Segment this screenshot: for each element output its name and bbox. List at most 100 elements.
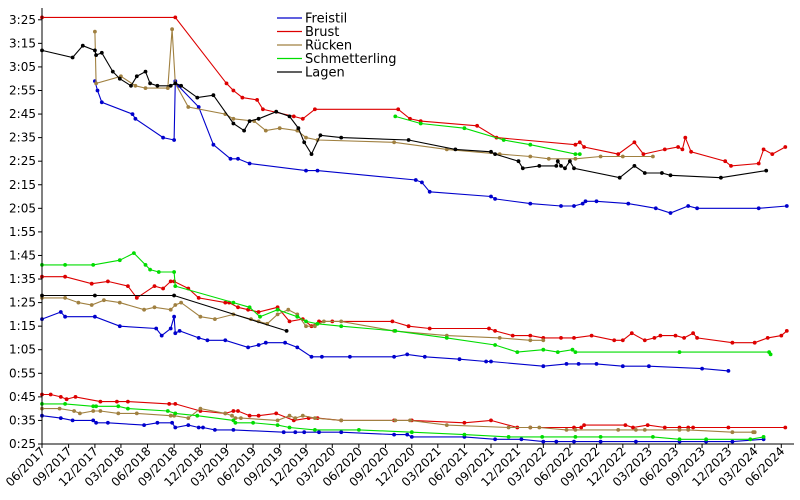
- data-point: [453, 147, 458, 152]
- data-point: [63, 402, 67, 406]
- data-point: [620, 154, 625, 159]
- data-point: [168, 83, 173, 88]
- y-tick-label: 1:05: [9, 343, 36, 357]
- data-point: [142, 423, 147, 427]
- data-point: [275, 418, 280, 423]
- data-point: [620, 364, 625, 369]
- data-point: [642, 428, 647, 432]
- data-point: [179, 300, 184, 305]
- data-point: [142, 307, 147, 312]
- data-point: [484, 359, 488, 364]
- data-point: [662, 147, 667, 152]
- data-point: [256, 413, 261, 418]
- data-point: [152, 284, 157, 288]
- data-point: [94, 53, 98, 57]
- data-point: [168, 307, 173, 312]
- data-point: [660, 171, 664, 175]
- legend-item-lagen: Lagen: [277, 66, 345, 81]
- data-point: [528, 154, 533, 159]
- data-point: [719, 175, 723, 180]
- data-point: [94, 420, 98, 425]
- data-point: [594, 362, 599, 366]
- data-point: [98, 399, 103, 404]
- y-tick-label: 0:35: [9, 413, 36, 427]
- data-point: [89, 303, 94, 307]
- data-point: [541, 338, 546, 343]
- data-point: [93, 293, 97, 298]
- data-point: [620, 338, 625, 343]
- data-point: [304, 135, 308, 140]
- data-point: [246, 345, 251, 350]
- data-point: [159, 333, 164, 338]
- data-point: [295, 314, 300, 319]
- data-point: [580, 201, 585, 206]
- data-point: [559, 204, 563, 208]
- data-point: [155, 83, 160, 88]
- data-point: [313, 324, 317, 329]
- data-point: [173, 303, 178, 307]
- y-tick-label: 2:55: [9, 83, 36, 97]
- data-point: [392, 432, 396, 437]
- legend-item-r-cken: Rücken: [277, 39, 352, 54]
- data-point: [143, 69, 148, 74]
- data-point: [315, 168, 320, 173]
- data-point: [236, 156, 240, 161]
- data-point: [231, 409, 236, 413]
- data-point: [444, 336, 449, 340]
- y-tick-label: 3:15: [9, 36, 36, 50]
- y-tick-label: 1:15: [9, 319, 36, 333]
- data-point: [94, 404, 98, 409]
- data-point: [506, 425, 511, 430]
- data-point: [405, 432, 410, 437]
- data-point: [275, 307, 280, 312]
- data-point: [642, 171, 647, 175]
- y-tick-label: 0:55: [9, 366, 36, 380]
- data-point: [309, 152, 314, 157]
- data-point: [247, 413, 252, 418]
- data-point: [116, 404, 121, 409]
- data-point: [239, 416, 243, 420]
- data-point: [764, 168, 769, 173]
- data-point: [541, 347, 546, 352]
- data-point: [132, 251, 136, 256]
- data-point: [752, 340, 757, 345]
- data-point: [274, 411, 279, 416]
- data-point: [223, 338, 228, 343]
- data-point: [242, 128, 247, 133]
- data-point: [616, 152, 621, 157]
- data-point: [213, 428, 217, 432]
- data-point: [99, 50, 104, 55]
- data-point: [196, 296, 201, 300]
- series-lagen: [40, 43, 769, 333]
- data-point: [598, 154, 603, 159]
- data-point: [520, 166, 525, 171]
- data-point: [686, 204, 691, 208]
- data-point: [63, 314, 67, 319]
- data-point: [302, 140, 307, 145]
- data-point: [422, 354, 427, 359]
- data-point: [129, 83, 133, 88]
- data-point: [173, 15, 178, 20]
- data-point: [165, 86, 170, 90]
- data-point: [501, 138, 506, 142]
- data-point: [783, 425, 788, 430]
- data-point: [493, 437, 497, 442]
- data-point: [224, 81, 229, 86]
- y-tick-label: 3:25: [9, 13, 36, 27]
- data-point: [695, 206, 699, 211]
- data-point: [126, 284, 130, 288]
- series-schmetterling: [40, 114, 773, 442]
- data-point: [726, 369, 731, 373]
- y-tick-label: 0:25: [9, 437, 36, 451]
- data-point: [573, 428, 578, 432]
- data-point: [668, 173, 673, 178]
- data-point: [277, 126, 282, 131]
- data-point: [196, 105, 201, 109]
- data-point: [172, 138, 177, 142]
- y-tick-label: 3:05: [9, 60, 36, 74]
- series-line-freistil-3: [94, 79, 787, 214]
- data-point: [573, 435, 578, 439]
- data-point: [168, 326, 173, 331]
- data-point: [240, 95, 245, 100]
